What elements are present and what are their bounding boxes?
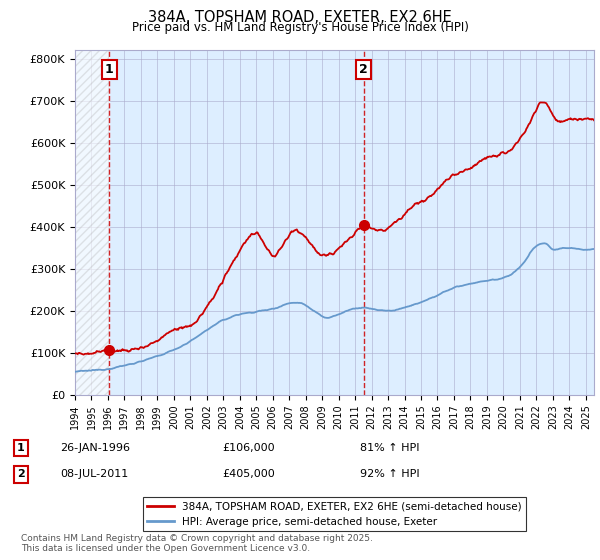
Text: 92% ↑ HPI: 92% ↑ HPI xyxy=(360,469,419,479)
Text: 2: 2 xyxy=(17,469,25,479)
Text: 26-JAN-1996: 26-JAN-1996 xyxy=(60,443,130,453)
Text: 2: 2 xyxy=(359,63,368,76)
Bar xyxy=(75,50,109,395)
Text: Contains HM Land Registry data © Crown copyright and database right 2025.
This d: Contains HM Land Registry data © Crown c… xyxy=(21,534,373,553)
Text: 1: 1 xyxy=(17,443,25,453)
Bar xyxy=(75,50,109,395)
Text: £106,000: £106,000 xyxy=(222,443,275,453)
Text: 81% ↑ HPI: 81% ↑ HPI xyxy=(360,443,419,453)
Text: 1: 1 xyxy=(105,63,113,76)
Text: £405,000: £405,000 xyxy=(222,469,275,479)
Text: Price paid vs. HM Land Registry's House Price Index (HPI): Price paid vs. HM Land Registry's House … xyxy=(131,21,469,34)
Text: 384A, TOPSHAM ROAD, EXETER, EX2 6HE: 384A, TOPSHAM ROAD, EXETER, EX2 6HE xyxy=(148,10,452,25)
Legend: 384A, TOPSHAM ROAD, EXETER, EX2 6HE (semi-detached house), HPI: Average price, s: 384A, TOPSHAM ROAD, EXETER, EX2 6HE (sem… xyxy=(143,497,526,531)
Text: 08-JUL-2011: 08-JUL-2011 xyxy=(60,469,128,479)
